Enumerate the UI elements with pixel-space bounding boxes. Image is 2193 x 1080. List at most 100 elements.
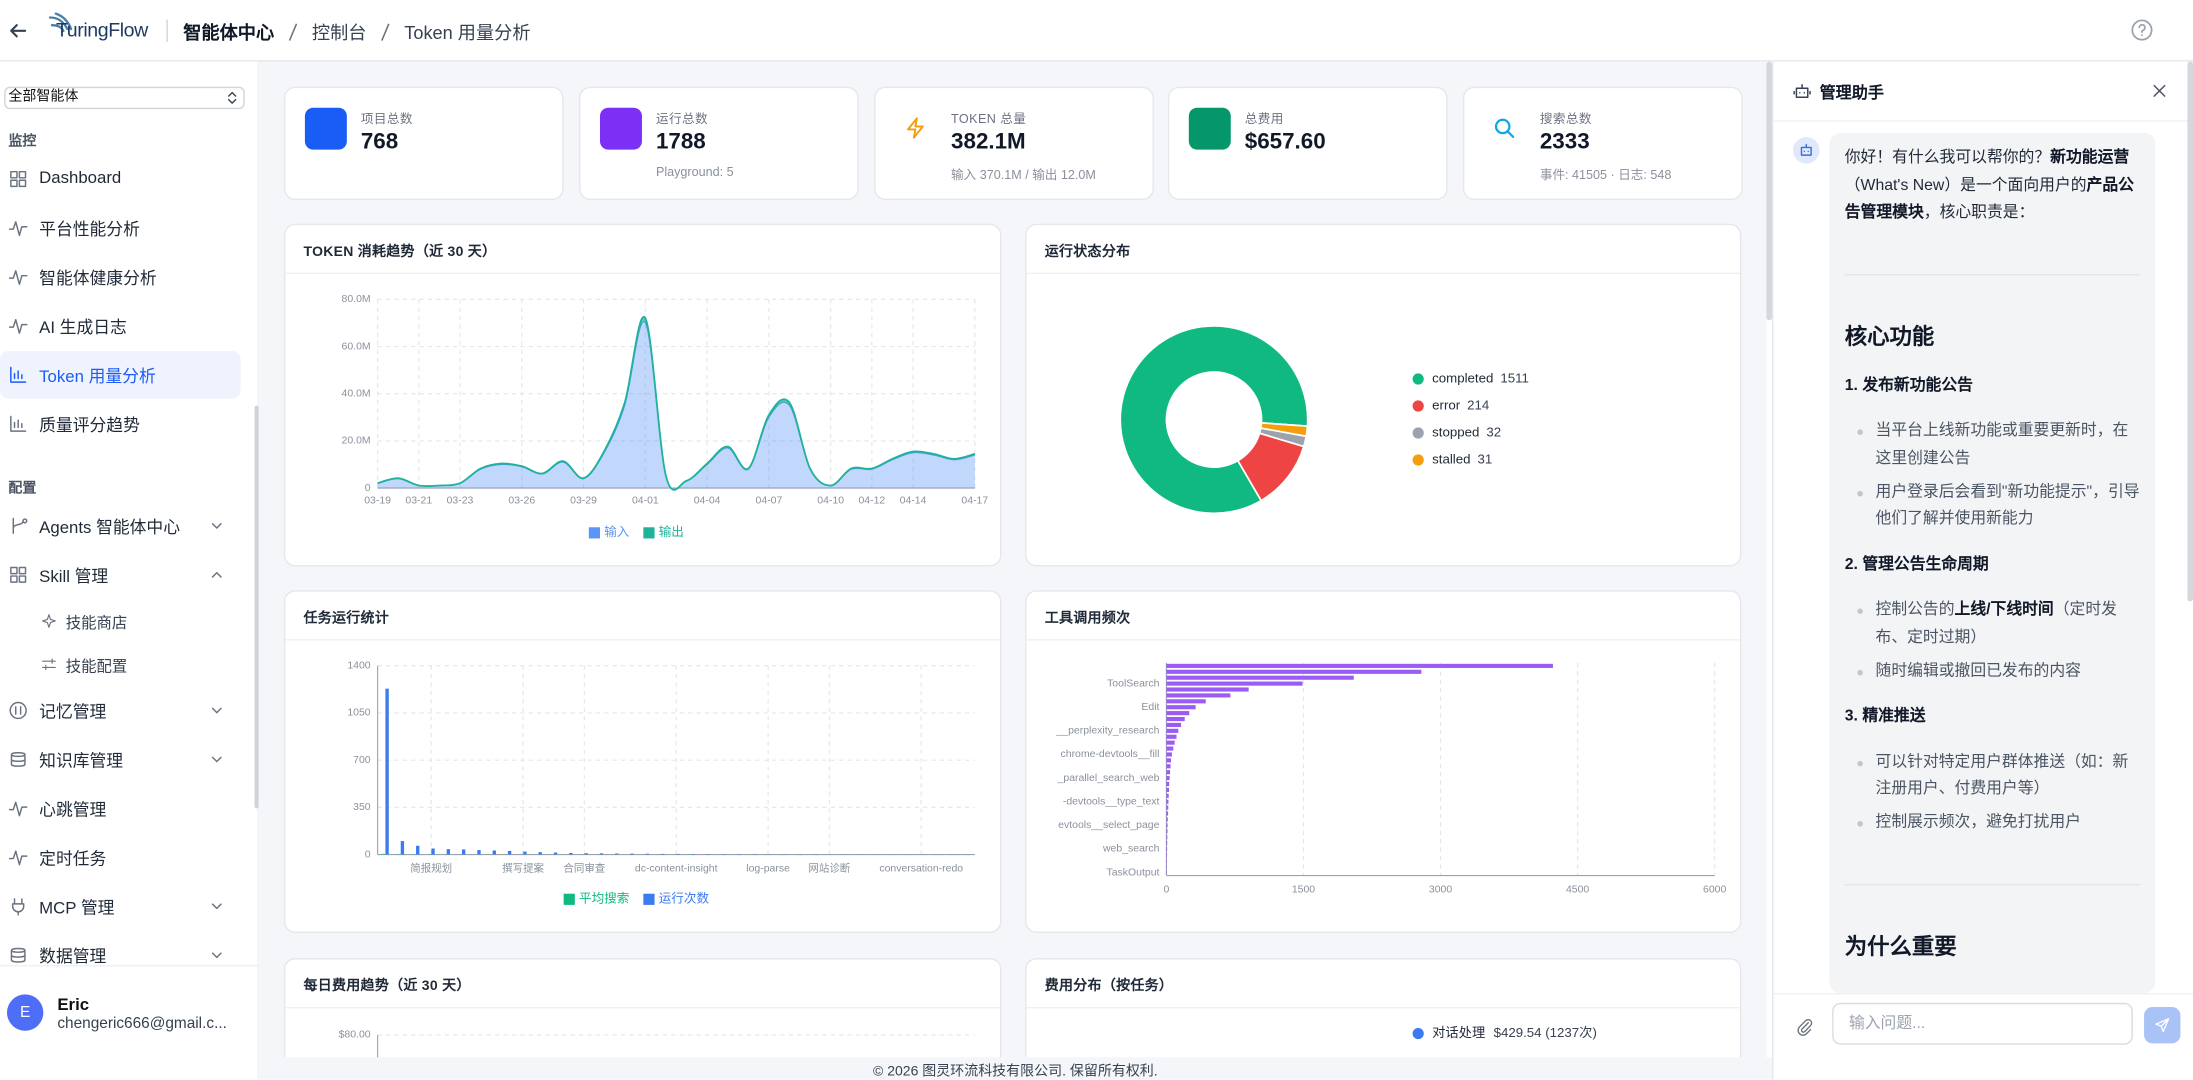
- bullet-dot: [1857, 820, 1863, 827]
- panel-title: 任务运行统计: [303, 611, 390, 627]
- nav-item[interactable]: Agents 智能体中心: [0, 502, 241, 550]
- text: 随时编辑或撤回已发布的内容: [1875, 662, 2081, 680]
- stat-sub: Playground: 5: [655, 165, 734, 180]
- nav-sub-label: 技能配置: [65, 658, 128, 676]
- nav-icon: [10, 415, 27, 432]
- nav-item[interactable]: Skill 管理: [0, 551, 241, 599]
- separator-line: [381, 22, 390, 41]
- nav-chevron: [211, 523, 222, 529]
- logo-text: TuringFlow: [55, 18, 148, 41]
- bullet-dot: [1857, 490, 1863, 496]
- main-content: 项目总数 768 运行总数 1788 Playground: 5 TOKEN 总量 382.…: [258, 61, 1767, 1058]
- bullet-list: 可以针对特定用户群体推送（如：新注册用户、付费用户等） 控制展示频次，避免打扰用户: [1845, 749, 2140, 837]
- bullet-list: 控制公告的上线/下线时间（定时发布、定时过期） 随时编辑或撤回已发布的内容: [1845, 597, 2140, 685]
- stat-icon: [1188, 107, 1231, 150]
- nav-icon: [10, 566, 27, 583]
- nav-icon-glyph: [10, 566, 27, 583]
- section-heading: 为什么重要: [1844, 934, 1957, 959]
- nav-item[interactable]: Token 用量分析: [0, 351, 241, 399]
- nav-label: 智能体健康分析: [39, 268, 157, 289]
- assistant-panel: 管理助手你好！有什么我可以帮你的？新功能运营 （What's New）是一个面向用…: [1772, 61, 2193, 1080]
- nav-icon-glyph: [8, 270, 28, 285]
- nav-item[interactable]: 智能体健康分析: [0, 253, 241, 301]
- nav-item[interactable]: 数据管理: [0, 931, 241, 965]
- breadcrumb-separator: [288, 22, 298, 41]
- nav-item[interactable]: AI 生成日志: [0, 302, 241, 350]
- nav-icon: [9, 701, 27, 720]
- nav-label: Token 用量分析: [39, 366, 156, 387]
- assistant-title: 管理助手: [1819, 85, 1884, 103]
- sidebar: 全部智能体 监控 Dashboard 平台性能分析 智能体健康分析 AI 生成日志 Toke…: [0, 61, 259, 1080]
- nav-subitem[interactable]: 技能配置: [0, 645, 241, 684]
- nav-icon: [8, 270, 28, 285]
- chart-panel: TOKEN 消耗趋势（近 30 天）: [283, 223, 1002, 567]
- chart-panel: 工具调用频次: [1025, 590, 1742, 933]
- logo-mark: [48, 12, 73, 33]
- nav-chevron-glyph: [211, 707, 222, 714]
- nav-item[interactable]: MCP 管理: [0, 883, 241, 931]
- text: 控制展示频次，避免打扰用户: [1875, 813, 2081, 831]
- breadcrumb-item[interactable]: 控制台: [311, 22, 367, 44]
- send-glyph-glyph: [2155, 1018, 2170, 1033]
- text: 用户登录后会看到"新功能提示"，引导他们了解并使用新能力: [1875, 483, 2140, 528]
- stat-card: 项目总数 768: [283, 86, 564, 200]
- nav-chevron-glyph: [211, 903, 222, 910]
- attach-button-glyph: [1797, 1019, 1813, 1036]
- breadcrumb-item[interactable]: 智能体中心: [183, 22, 275, 44]
- agent-select[interactable]: 全部智能体: [4, 86, 245, 110]
- send-button[interactable]: [2144, 1006, 2181, 1044]
- back-button[interactable]: [7, 20, 29, 42]
- stat-value: $657.60: [1244, 130, 1326, 154]
- divider: [166, 19, 168, 42]
- bullet-dot: [1857, 429, 1863, 435]
- user-name: Eric: [57, 994, 90, 1014]
- attach-button[interactable]: [1796, 1018, 1814, 1036]
- chart-panel: 运行状态分布: [1025, 223, 1742, 567]
- nav-item[interactable]: 定时任务: [0, 834, 241, 882]
- chat-scrollbar: [2187, 61, 2193, 602]
- nav-chevron: [211, 571, 222, 578]
- back-button-glyph: [10, 24, 27, 38]
- stat-card: 运行总数 1788 Playground: 5: [579, 86, 859, 200]
- footer: © 2026 图灵环流科技有限公司. 保留所有权利.: [258, 1057, 1773, 1080]
- stat-label: 搜索总数: [1539, 111, 1592, 126]
- item-title: 1. 发布新功能公告: [1844, 376, 1973, 394]
- user-panel[interactable]: E Eric chengeric666@gmail.c...: [0, 965, 259, 1080]
- help-button[interactable]: [2130, 18, 2154, 42]
- stat-icon: [906, 117, 924, 139]
- nav-item[interactable]: 记忆管理: [0, 687, 241, 735]
- bot-avatar: [1793, 137, 1820, 164]
- bullet-dot: [1857, 608, 1863, 614]
- intro-paragraph: 你好！有什么我可以帮你的？新功能运营 （What's New）是一个面向用户的产品…: [1845, 145, 2140, 227]
- stat-card: 总费用 $657.60: [1167, 86, 1448, 200]
- nav-item[interactable]: Dashboard: [0, 155, 241, 203]
- nav-sub-icon: [42, 614, 56, 628]
- top-bar: TuringFlow 智能体中心 控制台 Token 用量分析: [0, 0, 2193, 62]
- user-avatar: E: [6, 994, 44, 1031]
- nav-icon: [12, 517, 28, 534]
- text: 当平台上线新功能或重要更新时，在这里创建公告: [1875, 422, 2129, 467]
- text: （定时发布、定时过期）: [1875, 601, 2117, 646]
- nav-label: 记忆管理: [39, 702, 107, 722]
- bullet-item: 当平台上线新功能或重要更新时，在这里创建公告: [1845, 418, 2140, 473]
- nav-item[interactable]: 心跳管理: [0, 785, 241, 833]
- nav-label: 质量评分趋势: [39, 415, 140, 435]
- nav-subitem[interactable]: 技能商店: [0, 601, 241, 640]
- close-button[interactable]: [2151, 83, 2168, 100]
- chat-input[interactable]: 输入问题...: [1832, 1002, 2133, 1045]
- nav-chevron-glyph: [211, 523, 222, 529]
- nav-icon-glyph: [8, 221, 28, 237]
- stat-value: 1788: [655, 130, 706, 154]
- nav-item[interactable]: 质量评分趋势: [0, 400, 241, 448]
- chart-panel: 任务运行统计: [283, 590, 1002, 933]
- assistant-icon: [1793, 84, 1811, 99]
- nav-icon-glyph: [11, 898, 25, 916]
- nav-item[interactable]: 平台性能分析: [0, 204, 241, 252]
- nav-icon-glyph: [8, 319, 28, 334]
- text: ，核心职责是：: [1923, 204, 2035, 221]
- nav-icon-glyph: [8, 850, 28, 866]
- nav-item[interactable]: 知识库管理: [0, 736, 241, 784]
- separator: [1844, 883, 2140, 885]
